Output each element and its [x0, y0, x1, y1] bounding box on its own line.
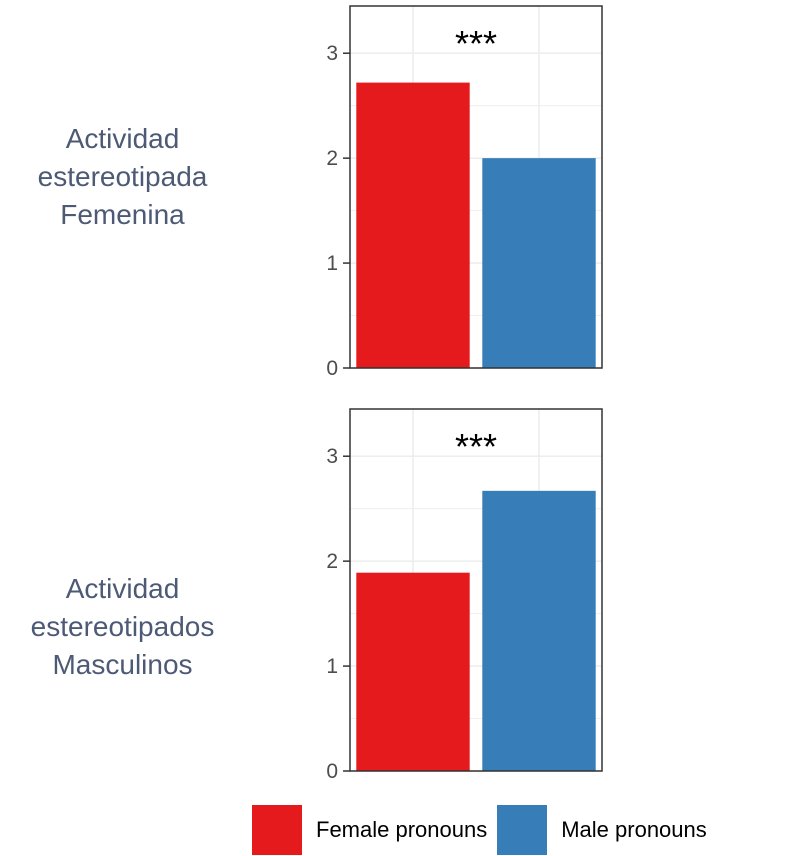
row-label-line: Actividad — [65, 123, 180, 154]
legend-label-male: Male pronouns — [561, 817, 707, 842]
significance-annotation: *** — [455, 426, 497, 467]
legend-label-female: Female pronouns — [316, 817, 488, 842]
y-tick-label: 1 — [326, 252, 338, 275]
row-label-line: Femenina — [60, 199, 185, 230]
y-tick-label: 2 — [326, 550, 338, 573]
legend-item-male: Male pronouns — [497, 805, 707, 855]
y-tick-label: 2 — [326, 147, 338, 170]
legend: Female pronouns Male pronouns — [252, 804, 717, 856]
y-tick-label: 0 — [326, 357, 338, 380]
legend-key-female — [252, 805, 302, 855]
y-tick-label: 0 — [326, 760, 338, 783]
bar-female — [356, 572, 470, 771]
bar-male — [482, 158, 596, 368]
row-label-female-activity: Actividad estereotipada Femenina — [0, 120, 245, 234]
row-label-line: estereotipada — [37, 161, 208, 192]
significance-annotation: *** — [455, 23, 497, 64]
row-label-line: estereotipados — [30, 611, 215, 642]
row-label-line: Masculinos — [52, 649, 193, 680]
legend-item-female: Female pronouns — [252, 805, 487, 855]
bar-female — [356, 82, 470, 368]
legend-key-male — [497, 805, 548, 855]
panel-border — [349, 5, 603, 369]
panel-border — [349, 408, 603, 772]
y-tick-label: 1 — [326, 655, 338, 678]
bar-male — [482, 490, 596, 771]
y-tick-label: 3 — [326, 42, 338, 65]
row-label-male-activity: Actividad estereotipados Masculinos — [0, 570, 245, 684]
y-tick-label: 3 — [326, 445, 338, 468]
row-label-line: Actividad — [65, 573, 180, 604]
bar-chart: 0 1 2 3 *** 0 1 2 3 *** — [326, 5, 603, 783]
